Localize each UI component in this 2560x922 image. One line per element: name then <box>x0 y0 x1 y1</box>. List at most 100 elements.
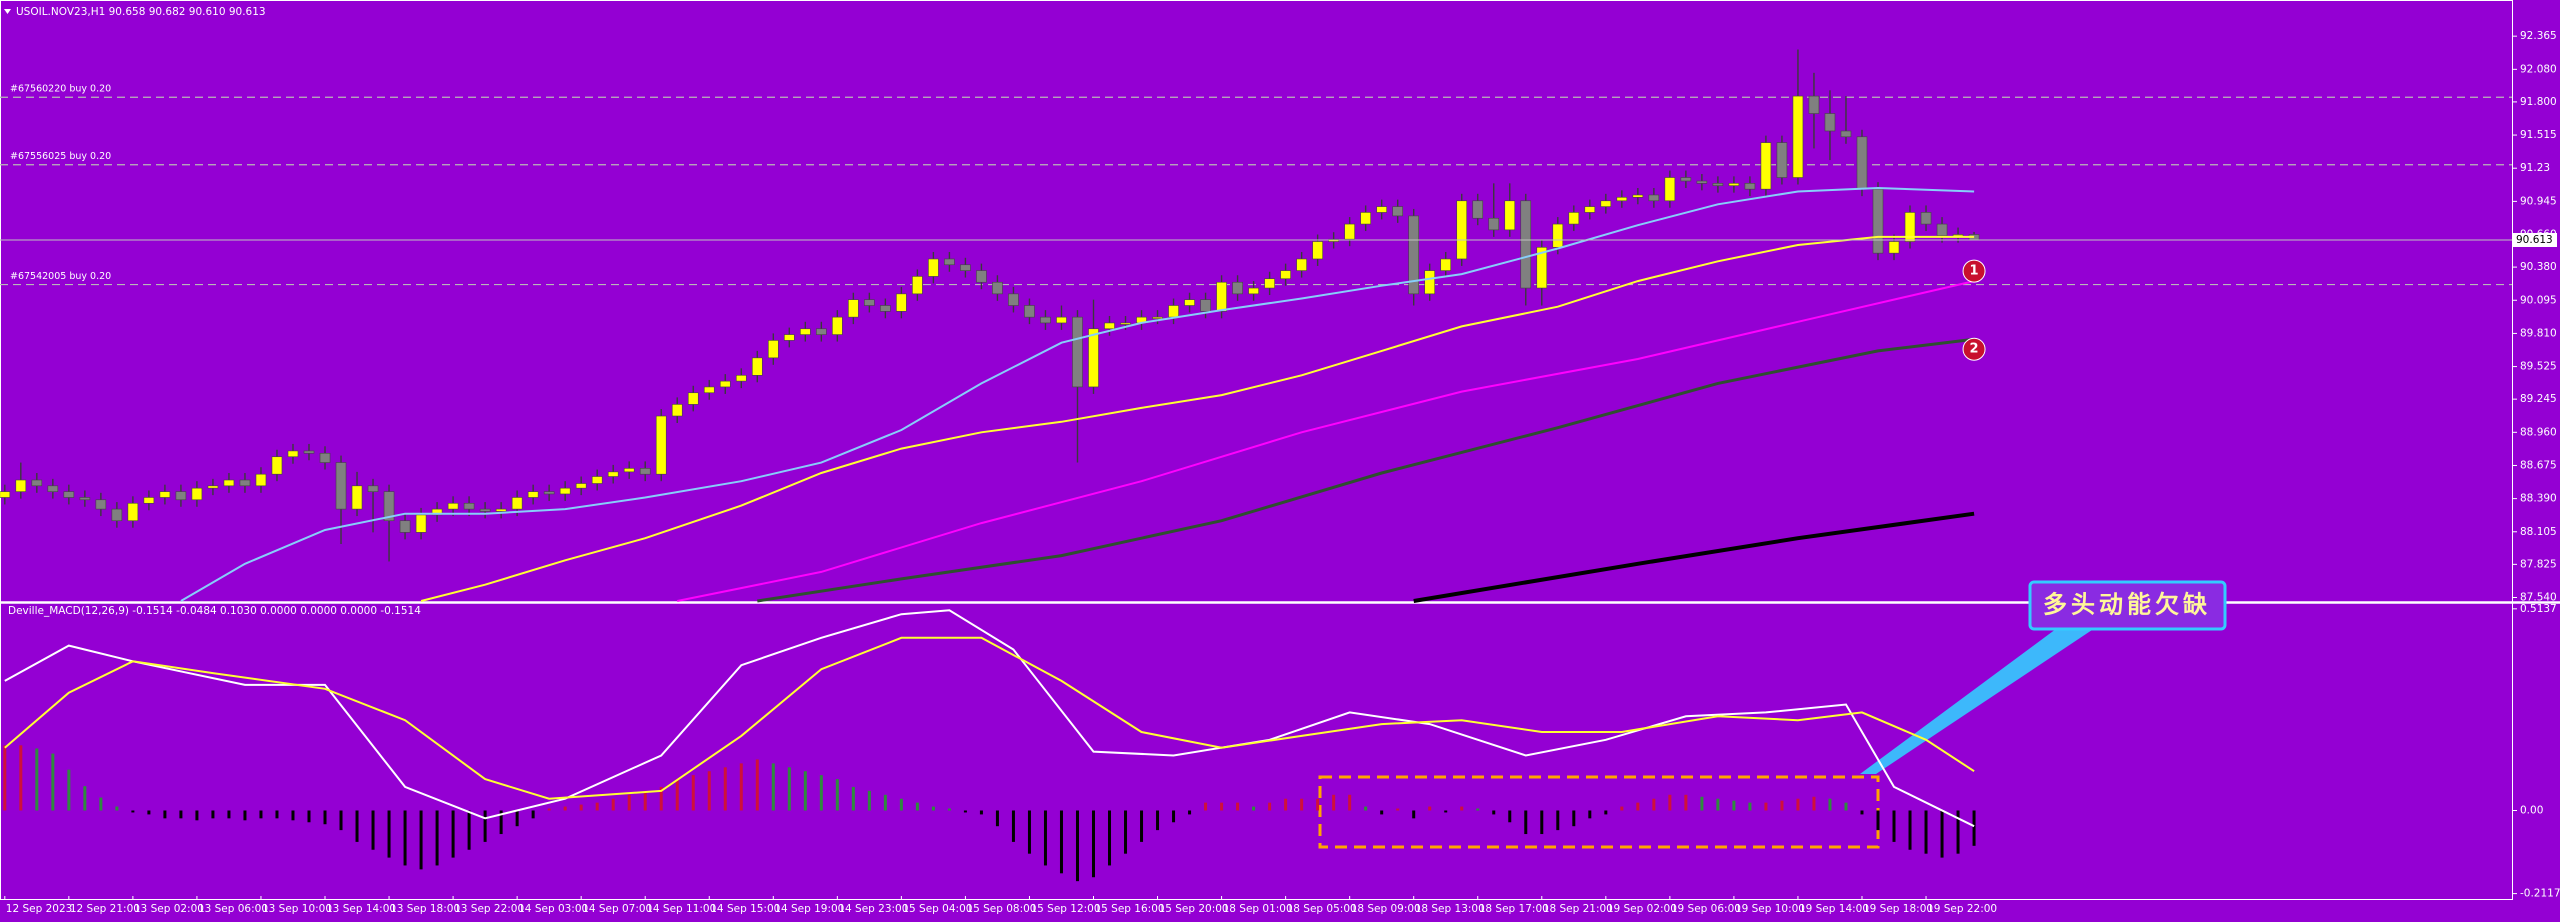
histogram-bar <box>275 810 279 819</box>
candle-body <box>944 258 955 266</box>
candle-body <box>896 293 907 312</box>
histogram-bar <box>1748 802 1752 811</box>
candle-body <box>383 491 395 522</box>
x-tick-label: 14 Sep 07:00 <box>582 903 652 915</box>
histogram-bar <box>1524 810 1528 835</box>
candle-body <box>671 404 683 417</box>
histogram-bar <box>1572 810 1576 827</box>
candle-body <box>1792 95 1804 178</box>
histogram-bar <box>259 810 263 819</box>
histogram-bar <box>1764 802 1768 811</box>
histogram-bar <box>755 759 759 811</box>
candle-body <box>1664 177 1676 202</box>
candle-body <box>527 491 539 498</box>
candle-body <box>687 392 699 405</box>
histogram-bar <box>179 810 183 819</box>
histogram-bar <box>643 790 647 811</box>
histogram-bar <box>963 810 967 813</box>
histogram-bar <box>1812 796 1816 811</box>
order-label: #67542005 buy 0.20 <box>10 271 111 282</box>
y-tick-label: 88.105 <box>2520 526 2557 538</box>
histogram-bar <box>483 810 487 842</box>
candle-body <box>175 491 187 501</box>
histogram-bar <box>1188 810 1192 815</box>
candle-body <box>239 479 251 487</box>
x-tick-label: 18 Sep 01:00 <box>1223 903 1293 915</box>
candle-body <box>800 328 811 335</box>
histogram-bar <box>1332 794 1336 811</box>
histogram-bar <box>99 797 103 811</box>
candle-body <box>1360 212 1371 225</box>
histogram-bar <box>355 810 359 842</box>
candle-body <box>1712 183 1724 186</box>
candle-body <box>1056 316 1067 324</box>
x-tick-label: 18 Sep 05:00 <box>1287 903 1357 915</box>
candle-body <box>1440 258 1452 271</box>
candle-body <box>111 508 123 522</box>
candle-body <box>1152 316 1163 319</box>
candle-body <box>1472 200 1484 219</box>
histogram-bar <box>1220 802 1224 811</box>
y-tick-label: 92.365 <box>2520 30 2557 42</box>
candle-body <box>143 497 155 504</box>
candle-body <box>1680 177 1692 182</box>
histogram-bar <box>1396 808 1400 811</box>
candle-body <box>912 276 923 295</box>
y-tick-label: 88.675 <box>2520 459 2557 471</box>
histogram-bar <box>1636 802 1640 811</box>
y-tick-label: 0.5137 <box>2520 603 2557 615</box>
histogram-bar <box>899 798 903 811</box>
moving-average <box>757 337 1975 603</box>
candle-body <box>335 462 347 510</box>
histogram-bar <box>947 808 951 811</box>
histogram-bar <box>1043 810 1047 866</box>
candle-body <box>1040 316 1051 324</box>
histogram-bar <box>1268 802 1272 811</box>
candle-body <box>1872 188 1884 254</box>
histogram-bar <box>531 810 535 819</box>
histogram-bar <box>1700 796 1704 811</box>
histogram-bar <box>915 802 919 811</box>
candle-body <box>63 491 75 498</box>
candle-body <box>559 487 571 495</box>
histogram-bar <box>787 767 791 811</box>
y-tick-label: 88.960 <box>2520 426 2557 438</box>
x-tick-label: 13 Sep 22:00 <box>454 903 524 915</box>
x-tick-label: 18 Sep 21:00 <box>1543 903 1613 915</box>
histogram-bar <box>1492 810 1496 815</box>
histogram-bar <box>1908 810 1912 850</box>
histogram-bar <box>339 810 343 831</box>
candle-body <box>1008 293 1019 306</box>
moving-average <box>677 280 1975 602</box>
moving-average <box>420 235 1975 602</box>
candle-body <box>287 450 299 458</box>
candle-body <box>1264 278 1275 289</box>
histogram-bar <box>675 779 679 811</box>
candle-body <box>1280 270 1291 280</box>
histogram-bar <box>1972 810 1976 846</box>
candle-body <box>1344 223 1355 240</box>
candle-body <box>1760 142 1772 190</box>
x-tick-label: 14 Sep 19:00 <box>774 903 844 915</box>
candle-body <box>431 508 443 516</box>
candle-body <box>992 281 1003 295</box>
candle-body <box>399 520 411 533</box>
x-tick-label: 18 Sep 13:00 <box>1415 903 1485 915</box>
histogram-bar <box>771 763 775 811</box>
menu-arrow[interactable] <box>4 9 11 14</box>
candle-body <box>511 497 523 510</box>
candle-body <box>767 340 779 359</box>
indicator-title: Deville_MACD(12,26,9) -0.1514 -0.0484 0.… <box>8 605 421 617</box>
histogram-bar <box>1540 810 1544 835</box>
candle-body <box>1312 241 1323 260</box>
histogram-bar <box>1460 806 1464 811</box>
candle-body <box>463 502 475 510</box>
y-tick-label: 91.515 <box>2520 129 2557 141</box>
y-tick-label: 90.095 <box>2520 294 2557 306</box>
candle-body <box>1456 200 1468 260</box>
candle-body <box>623 468 635 473</box>
histogram-bar <box>163 810 167 819</box>
candle-body <box>1488 217 1500 231</box>
histogram-bar <box>739 763 743 811</box>
